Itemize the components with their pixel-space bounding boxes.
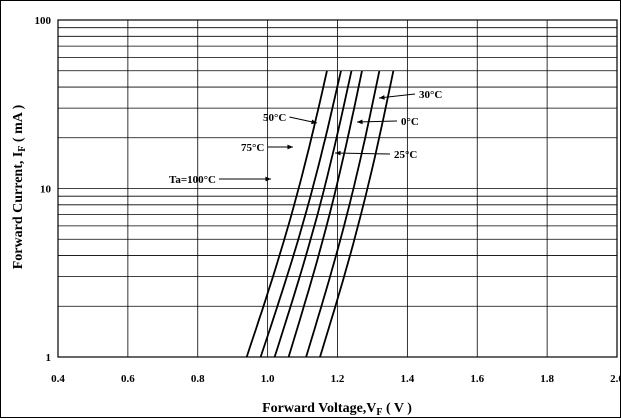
annotation-label: 50°C <box>263 112 286 124</box>
x-tick-label: 0.8 <box>191 373 205 385</box>
series-line <box>289 71 362 357</box>
annotation-label: 25°C <box>394 149 417 161</box>
y-tick-label: 100 <box>35 15 52 27</box>
x-axis-title: Forward Voltage,VF ( V ) <box>262 401 412 418</box>
series-line <box>247 71 327 357</box>
x-tick-label: 0.4 <box>51 373 65 385</box>
x-axis-title-main: Forward Voltage,V <box>262 401 376 416</box>
annotation-label: 0°C <box>401 116 419 128</box>
annotation-arrowhead <box>287 145 293 150</box>
y-axis-title-main: Forward Current, I <box>11 152 26 270</box>
y-tick-label: 10 <box>40 184 52 196</box>
y-axis-title: Forward Current, IF ( mA ) <box>11 104 28 269</box>
x-tick-label: 1.8 <box>540 373 554 385</box>
x-tick-label: 1.2 <box>331 373 345 385</box>
x-axis-title-unit: ( V ) <box>383 401 413 416</box>
grid <box>58 20 617 357</box>
x-tick-label: 0.6 <box>121 373 135 385</box>
annotation-arrowhead <box>357 120 363 125</box>
annotation-label: 75°C <box>241 142 264 154</box>
x-tick-label: 1.0 <box>261 373 275 385</box>
y-tick-label: 1 <box>46 352 52 364</box>
x-tick-label: 2.0 <box>610 373 621 385</box>
annotation-label: Ta=100°C <box>169 174 216 186</box>
annotation-arrowhead <box>379 95 385 100</box>
annotation-label: 30°C <box>419 89 442 101</box>
x-tick-label: 1.6 <box>470 373 484 385</box>
annotation-arrowhead <box>265 177 271 182</box>
x-tick-label: 1.4 <box>401 373 415 385</box>
annotation-arrow <box>357 121 397 122</box>
y-axis-title-unit: ( mA ) <box>11 104 26 145</box>
